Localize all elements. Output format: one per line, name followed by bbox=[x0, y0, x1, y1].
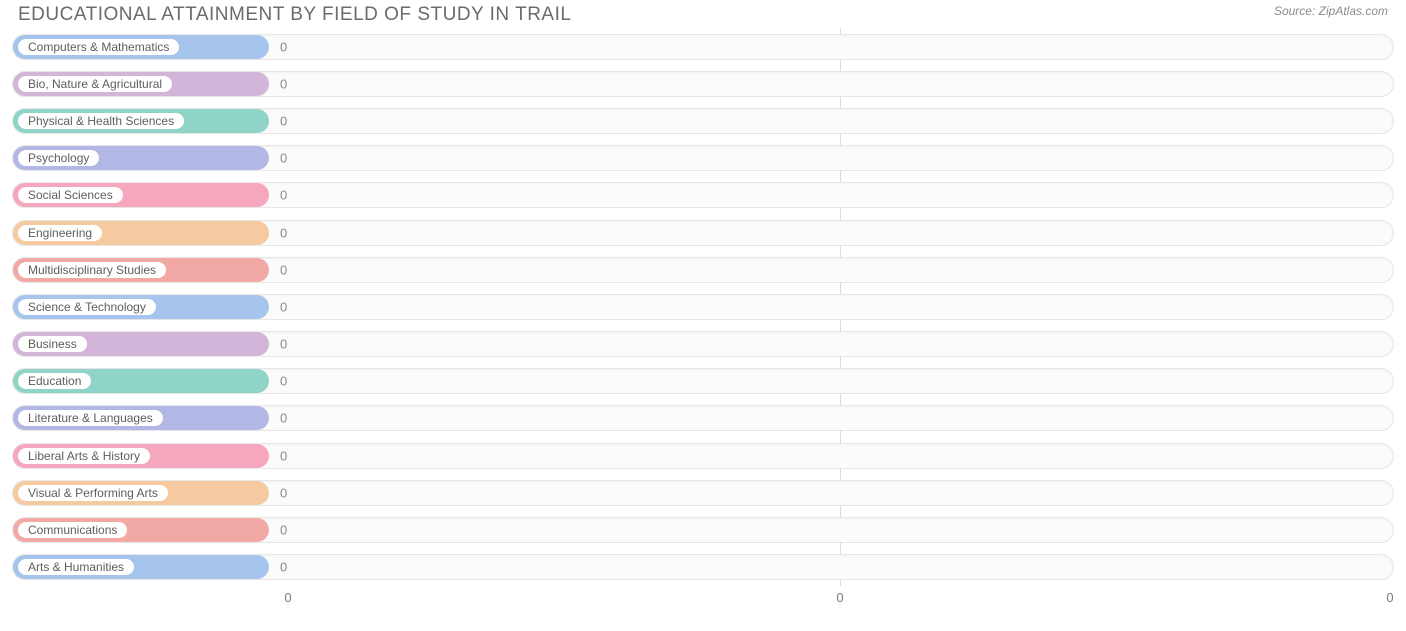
bar-row: Education 0 bbox=[12, 363, 1394, 400]
x-tick: 0 bbox=[836, 590, 843, 605]
bar-label: Physical & Health Sciences bbox=[18, 113, 184, 129]
bar-row: Physical & Health Sciences 0 bbox=[12, 102, 1394, 139]
bar-row: Psychology 0 bbox=[12, 140, 1394, 177]
bar-row: Arts & Humanities 0 bbox=[12, 549, 1394, 586]
bar-label: Communications bbox=[18, 522, 127, 538]
header: EDUCATIONAL ATTAINMENT BY FIELD OF STUDY… bbox=[0, 0, 1406, 26]
bar-value: 0 bbox=[280, 299, 287, 314]
bar-value: 0 bbox=[280, 262, 287, 277]
bar-value: 0 bbox=[280, 151, 287, 166]
bar-value: 0 bbox=[280, 188, 287, 203]
bar-label: Science & Technology bbox=[18, 299, 156, 315]
bar-label: Education bbox=[18, 373, 91, 389]
x-axis: 0 0 0 bbox=[12, 590, 1394, 608]
chart-title: EDUCATIONAL ATTAINMENT BY FIELD OF STUDY… bbox=[18, 4, 571, 26]
bar-label: Engineering bbox=[18, 225, 102, 241]
bar-row: Visual & Performing Arts 0 bbox=[12, 474, 1394, 511]
bar-label: Visual & Performing Arts bbox=[18, 485, 168, 501]
bar-value: 0 bbox=[280, 448, 287, 463]
bar-label: Computers & Mathematics bbox=[18, 39, 179, 55]
bar-label: Liberal Arts & History bbox=[18, 448, 150, 464]
bar-row: Multidisciplinary Studies 0 bbox=[12, 251, 1394, 288]
bar-row: Social Sciences 0 bbox=[12, 177, 1394, 214]
bar-value: 0 bbox=[280, 485, 287, 500]
bar-value: 0 bbox=[280, 560, 287, 575]
bar-label: Social Sciences bbox=[18, 187, 123, 203]
bar-label: Business bbox=[18, 336, 87, 352]
x-tick: 0 bbox=[284, 590, 291, 605]
bar-value: 0 bbox=[280, 76, 287, 91]
bar-value: 0 bbox=[280, 523, 287, 538]
bar-label: Literature & Languages bbox=[18, 410, 163, 426]
bar-value: 0 bbox=[280, 113, 287, 128]
bar-value: 0 bbox=[280, 225, 287, 240]
bar-row: Engineering 0 bbox=[12, 214, 1394, 251]
chart-area: Computers & Mathematics0Bio, Nature & Ag… bbox=[12, 28, 1394, 588]
bar-row: Liberal Arts & History 0 bbox=[12, 437, 1394, 474]
source-attribution: Source: ZipAtlas.com bbox=[1274, 4, 1388, 18]
bar-label: Bio, Nature & Agricultural bbox=[18, 76, 172, 92]
bar-row: Science & Technology 0 bbox=[12, 288, 1394, 325]
bars-container: Computers & Mathematics0Bio, Nature & Ag… bbox=[12, 28, 1394, 586]
bar-value: 0 bbox=[280, 337, 287, 352]
bar-value: 0 bbox=[280, 411, 287, 426]
bar-row: Bio, Nature & Agricultural 0 bbox=[12, 65, 1394, 102]
bar-value: 0 bbox=[280, 39, 287, 54]
bar-value: 0 bbox=[280, 374, 287, 389]
x-tick: 0 bbox=[1386, 590, 1393, 605]
bar-row: Business 0 bbox=[12, 326, 1394, 363]
bar-row: Communications 0 bbox=[12, 511, 1394, 548]
bar-row: Computers & Mathematics 0 bbox=[12, 28, 1394, 65]
bar-label: Arts & Humanities bbox=[18, 559, 134, 575]
bar-row: Literature & Languages 0 bbox=[12, 400, 1394, 437]
bar-label: Psychology bbox=[18, 150, 99, 166]
bar-label: Multidisciplinary Studies bbox=[18, 262, 166, 278]
